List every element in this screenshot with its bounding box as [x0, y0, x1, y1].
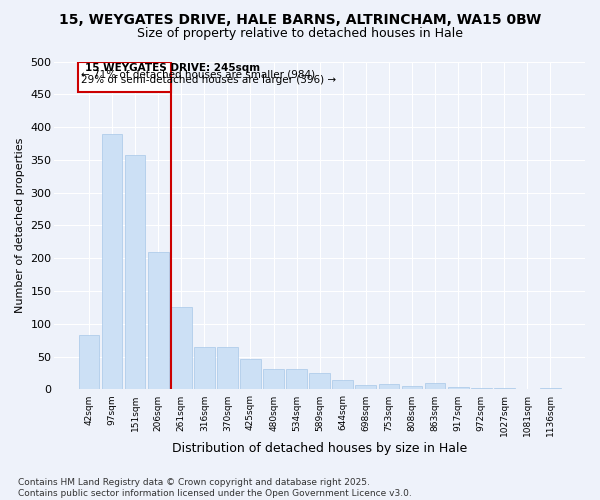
Bar	[494, 388, 515, 390]
Bar	[540, 388, 561, 390]
Text: 15 WEYGATES DRIVE: 245sqm: 15 WEYGATES DRIVE: 245sqm	[85, 64, 260, 74]
Bar	[425, 383, 445, 390]
Bar	[310, 373, 330, 390]
Bar	[171, 308, 191, 390]
X-axis label: Distribution of detached houses by size in Hale: Distribution of detached houses by size …	[172, 442, 467, 455]
Text: 15, WEYGATES DRIVE, HALE BARNS, ALTRINCHAM, WA15 0BW: 15, WEYGATES DRIVE, HALE BARNS, ALTRINCH…	[59, 12, 541, 26]
Bar	[148, 252, 169, 390]
Bar	[517, 389, 538, 390]
Bar	[240, 360, 261, 390]
Bar	[286, 369, 307, 390]
Text: 29% of semi-detached houses are larger (396) →: 29% of semi-detached houses are larger (…	[82, 76, 337, 86]
Bar	[263, 369, 284, 390]
Bar	[448, 388, 469, 390]
Bar	[401, 386, 422, 390]
Bar	[194, 348, 215, 390]
Bar	[217, 348, 238, 390]
Text: Contains HM Land Registry data © Crown copyright and database right 2025.
Contai: Contains HM Land Registry data © Crown c…	[18, 478, 412, 498]
Text: Size of property relative to detached houses in Hale: Size of property relative to detached ho…	[137, 28, 463, 40]
FancyBboxPatch shape	[78, 62, 172, 92]
Bar	[471, 388, 491, 390]
Bar	[79, 335, 100, 390]
Bar	[332, 380, 353, 390]
Bar	[125, 156, 145, 390]
Bar	[355, 385, 376, 390]
Bar	[101, 134, 122, 390]
Y-axis label: Number of detached properties: Number of detached properties	[15, 138, 25, 313]
Bar	[379, 384, 400, 390]
Text: ← 71% of detached houses are smaller (984): ← 71% of detached houses are smaller (98…	[82, 70, 316, 80]
